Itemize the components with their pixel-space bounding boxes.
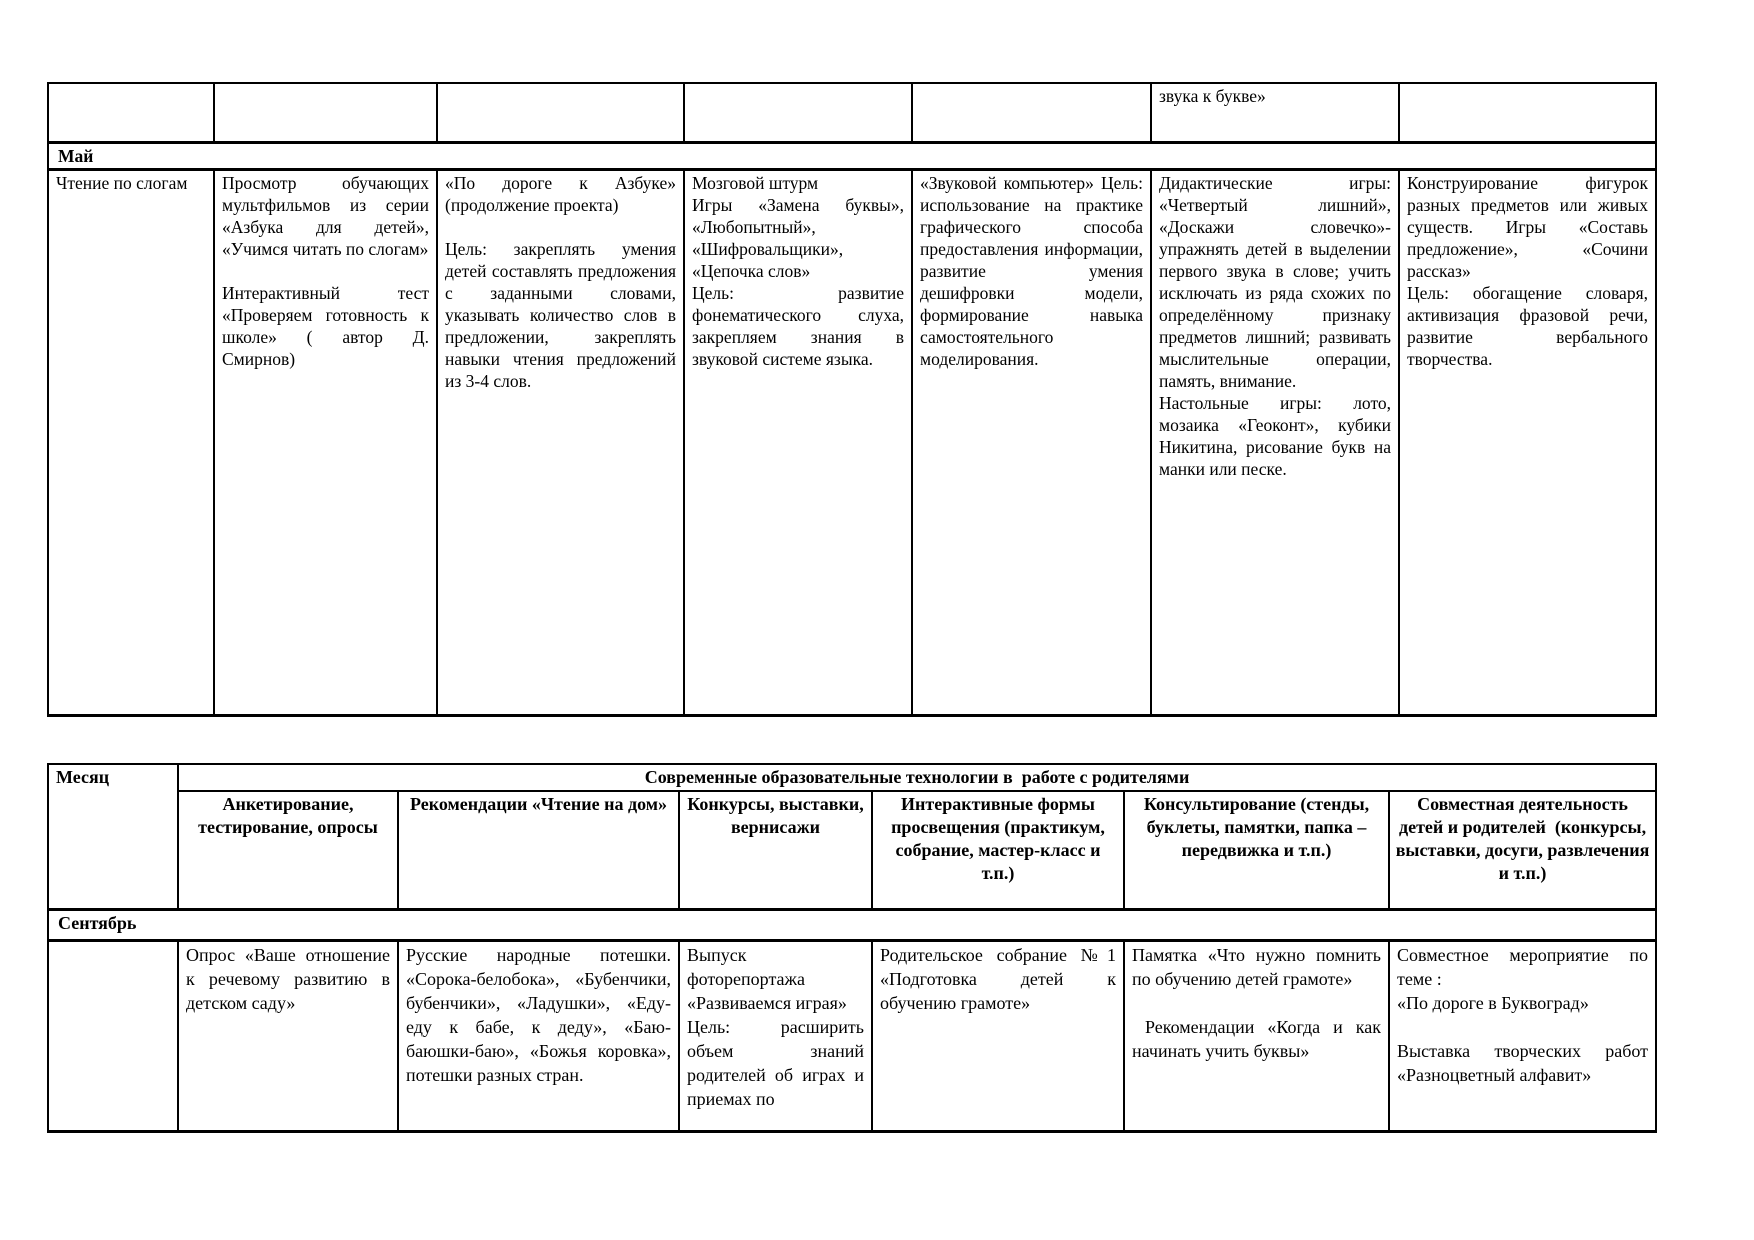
header-contests: Конкурсы, выставки, вернисажи xyxy=(678,790,873,911)
table-cell xyxy=(1398,82,1657,144)
table-cell xyxy=(683,82,913,144)
may-schedule-table: звука к букве» Май Чтение по слогам Прос… xyxy=(47,82,1657,717)
header-recommendations: Рекомендации «Чтение на дом» xyxy=(397,790,680,911)
carryover-row: звука к букве» xyxy=(47,82,1657,144)
may-content-row: Чтение по слогам Просмотр обучающих муль… xyxy=(47,168,1657,717)
table-cell-memo: Памятка «Что нужно помнить по обучению д… xyxy=(1123,939,1390,1133)
table-cell: звука к букве» xyxy=(1150,82,1400,144)
table-cell-sound-computer: «Звуковой компьютер» Цель: использование… xyxy=(911,168,1152,717)
table-cell-parent-meeting: Родительское собрание №1 «Подготовка дет… xyxy=(871,939,1125,1133)
table-cell-didactic-games: Дидактические игры: «Четвертый лишний», … xyxy=(1150,168,1400,717)
header-surveys: Анкетирование, тестирование, опросы xyxy=(177,790,399,911)
table-cell-topic: Чтение по слогам xyxy=(47,168,215,717)
month-label-may: Май xyxy=(47,141,1657,171)
sub-header-row: Анкетирование, тестирование, опросы Реко… xyxy=(48,790,1658,911)
table-cell-photo-report: Выпуск фоторепортажа «Развиваемся играя»… xyxy=(678,939,873,1133)
table-cell-brainstorm: Мозговой штурм Игры «Замена буквы», «Люб… xyxy=(683,168,913,717)
table-cell-month-empty xyxy=(47,939,179,1133)
table-cell xyxy=(436,82,685,144)
table-cell-survey: Опрос «Ваше отношение к речевому развити… xyxy=(177,939,399,1133)
table-cell-joint-event: Совместное мероприятие по теме : «По дор… xyxy=(1387,939,1658,1133)
table-cell-nursery-rhymes: Русские народные потешки. «Сорока-белобо… xyxy=(397,939,680,1133)
header-consulting: Консультирование (стенды, буклеты, памят… xyxy=(1123,790,1390,911)
table-cell xyxy=(213,82,438,144)
carryover-text: звука к букве» xyxy=(1159,86,1266,106)
table-cell xyxy=(47,82,215,144)
group-header-row: Месяц Современные образовательные технол… xyxy=(47,763,1658,911)
month-row-september: Сентябрь xyxy=(46,908,1658,942)
parents-work-table: Месяц Современные образовательные технол… xyxy=(46,763,1658,1133)
header-interactive-forms: Интерактивные формы просвещения (практик… xyxy=(871,790,1125,911)
table-cell-project: «По дороге к Азбуке» (продолжение проект… xyxy=(436,168,685,717)
month-column-header: Месяц xyxy=(47,763,179,911)
september-content-row: Опрос «Ваше отношение к речевому развити… xyxy=(47,939,1658,1133)
table-cell-construction: Конструирование фигурок разных предметов… xyxy=(1398,168,1657,717)
month-label-september: Сентябрь xyxy=(46,908,1658,942)
header-joint-activity: Совместная деятельность детей и родителе… xyxy=(1387,790,1658,911)
group-header: Современные образовательные технологии в… xyxy=(176,763,1658,792)
table-cell xyxy=(911,82,1152,144)
table-cell-media: Просмотр обучающих мультфильмов из серии… xyxy=(213,168,438,717)
month-row-may: Май xyxy=(47,141,1657,171)
